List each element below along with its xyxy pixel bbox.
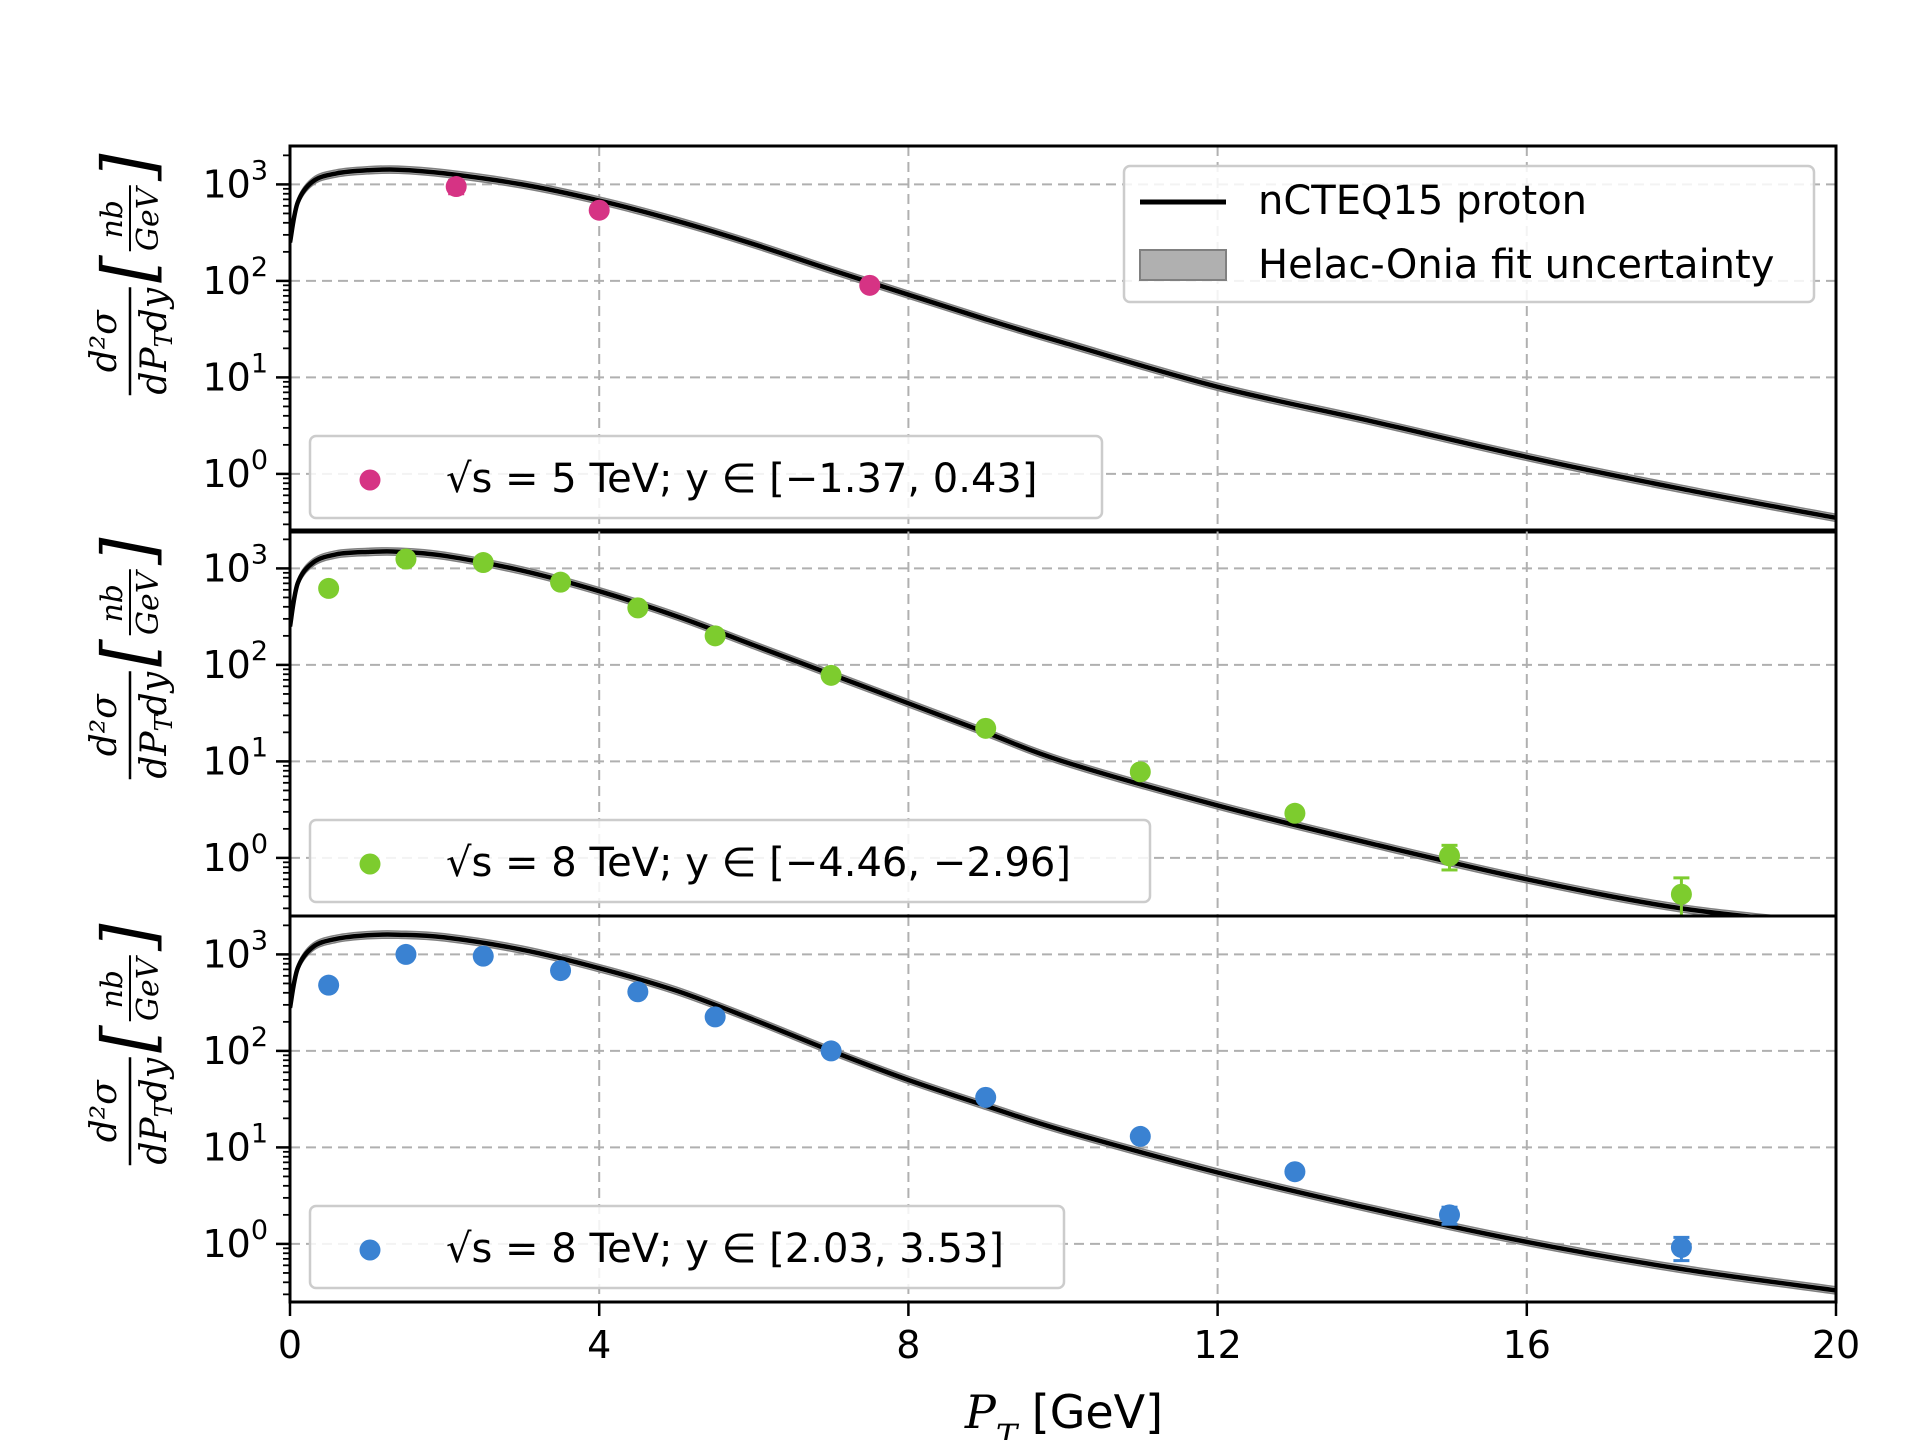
y-tick-label: 100 [202,445,268,496]
y-tick-label: 100 [202,829,268,880]
x-tick-label: 12 [1193,1323,1241,1367]
panel-frame [288,144,1838,534]
panel-legend: √s = 5 TeV; y ∈ [−1.37, 0.43] [308,434,1104,520]
data-point [1284,802,1306,824]
data-point [318,577,340,599]
data-point [472,552,494,574]
y-axis: 100 101 102 103 [202,538,290,910]
y-tick-label: 102 [202,252,268,303]
legend-band-swatch [1139,249,1227,281]
y-tick-label: 102 [202,1022,268,1073]
data-point [318,974,340,996]
data-point [395,548,417,570]
x-axis-label: PT [GeV] [964,1385,1163,1440]
data-point [627,597,649,619]
data-point [588,199,610,221]
panel-legend: √s = 8 TeV; y ∈ [−4.46, −2.96] [308,818,1152,904]
data-point [1670,1236,1692,1258]
ylabel-numerator: d²σ [84,1079,125,1142]
y-tick-label: 101 [202,1118,268,1169]
data-point [859,274,881,296]
ylabel-numerator: d²σ [84,693,125,756]
ylabel-bracket-left: [ [87,255,169,283]
uncertainty-band [290,930,1836,1295]
data-point [1129,1125,1151,1147]
y-tick-label: 101 [202,348,268,399]
ylabel-unit-den: GeV [131,954,166,1021]
legend-label-band: Helac-Onia fit uncertainty [1258,242,1774,288]
data-point [820,664,842,686]
y-tick-label: 100 [202,1215,268,1266]
theory-line [290,167,1836,521]
legend-label-theory: nCTEQ15 proton [1258,178,1587,224]
data-points [318,548,1692,916]
ylabel-unit-num: nb [95,970,130,1009]
panel-legend-box [308,818,1152,904]
theory-group [290,165,1836,523]
data-point [1439,845,1460,867]
panel-legend-box [308,434,1104,520]
y-axis: 100 101 102 103 [202,924,290,1296]
data-point [704,1006,726,1028]
ylabel-unit-num: nb [95,584,130,623]
data-point [1670,883,1692,905]
data-point [1284,1161,1306,1183]
ylabel-unit-den: GeV [131,184,166,251]
panel-legend-label: √s = 8 TeV; y ∈ [2.03, 3.53] [446,1226,1004,1272]
y-tick-label: 101 [202,732,268,783]
panel-frame [288,914,1838,1304]
y-axis: 100 101 102 103 [202,154,290,526]
y-tick-label: 102 [202,636,268,687]
x-tick-label: 0 [278,1323,302,1367]
y-tick-label: 103 [202,925,268,976]
data-point [627,981,649,1003]
ylabel-numerator: d²σ [84,309,125,372]
x-axis: 0 4 8 12 16 20 [278,1302,1860,1367]
data-point [975,717,997,739]
data-point [445,176,467,198]
data-points [445,176,881,296]
data-point [472,945,494,967]
ylabel-unit-num: nb [95,200,130,239]
data-point [820,1040,842,1062]
main-legend-box [1122,164,1816,304]
data-point [975,1086,997,1108]
ylabel-bracket-right: ] [87,537,169,566]
ylabel-bracket-left: [ [87,639,169,667]
panel-legend: √s = 8 TeV; y ∈ [2.03, 3.53] [308,1204,1066,1290]
ylabel-bracket-right: ] [87,153,169,182]
data-points [318,943,1692,1263]
x-tick-label: 20 [1812,1323,1860,1367]
panel-legend-marker [359,469,381,491]
data-point [704,625,726,647]
main-legend: nCTEQ15 proton Helac-Onia fit uncertainty [1122,164,1816,304]
data-point [550,571,572,593]
data-point [550,960,572,982]
panel-legend-label: √s = 5 TeV; y ∈ [−1.37, 0.43] [446,456,1037,502]
data-point [1439,1204,1460,1226]
y-tick-label: 103 [202,539,268,590]
y-tick-label: 103 [202,155,268,206]
data-point [1129,761,1151,783]
y-axis-label: d²σ dPTdy[nb GeV] [84,537,178,780]
panel-legend-box [308,1204,1066,1290]
x-tick-label: 4 [587,1323,611,1367]
panel-legend-label: √s = 8 TeV; y ∈ [−4.46, −2.96] [446,840,1071,886]
panel-legend-marker [359,1239,381,1261]
data-point [395,943,417,965]
ylabel-bracket-left: [ [87,1025,169,1053]
ylabel-unit-den: GeV [131,568,166,635]
ylabel-bracket-right: ] [87,923,169,952]
panel-legend-marker [359,853,381,875]
x-tick-label: 16 [1503,1323,1551,1367]
x-tick-label: 8 [896,1323,920,1367]
